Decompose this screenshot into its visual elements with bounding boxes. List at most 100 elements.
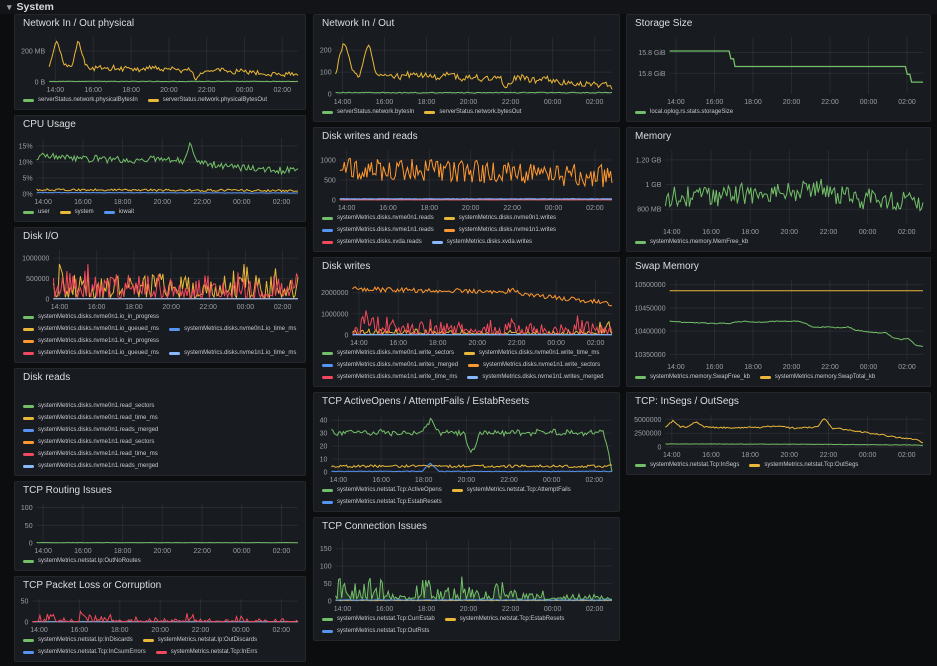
chart-network-in-out-physical[interactable]: 0 B 200 MB 14:00 16:00 18:00 20:00 22:00 00:00 0… — [15, 33, 305, 94]
legend-item[interactable]: systemMetrics.netstat.Ip:OutDiscards — [142, 634, 257, 646]
legend-item[interactable]: systemMetrics.disks.nvme1n1.reads — [322, 224, 434, 236]
svg-text:16:00: 16:00 — [390, 340, 408, 347]
legend-item[interactable]: systemMetrics.disks.nvme1n1.reads_merged — [23, 460, 158, 472]
legend-item[interactable]: systemMetrics.netstat.Tcp:CurrEstab — [322, 613, 435, 625]
legend-swap-memory: systemMetrics.memory.SwapFree_kb systemMe… — [627, 371, 930, 386]
legend-tcp-packet-loss: systemMetrics.netstat.Ip:InDiscards syste… — [15, 634, 305, 661]
legend-item[interactable]: user — [23, 206, 50, 218]
legend-item[interactable]: systemMetrics.disks.nvme0n1.io_time_ms — [169, 323, 296, 335]
legend-label: serverStatus.network.physicalBytesIn — [38, 97, 138, 103]
legend-item[interactable]: serverStatus.network.physicalBytesOut — [147, 94, 267, 106]
legend-item[interactable]: systemMetrics.disks.nvme0n1.writes — [443, 212, 556, 224]
chart-cpu-usage[interactable]: 0% 5% 10% 15% 14:00 16:00 18:00 20:00 22:00 00:00… — [15, 134, 305, 206]
legend-item[interactable]: systemMetrics.disks.nvme1n1.writes_merge… — [467, 371, 603, 383]
legend-item[interactable]: systemMetrics.netstat.Tcp:InCsumErrors — [23, 646, 146, 658]
legend-item[interactable]: systemMetrics.memory.SwapFree_kb — [635, 371, 750, 383]
legend-item[interactable]: systemMetrics.disks.nvme0n1.read_sectors — [23, 400, 154, 412]
series-swatch-icon — [23, 428, 34, 432]
panel-title-tcp-routing-issues[interactable]: TCP Routing Issues — [23, 485, 112, 496]
chart-tcp-connection-issues[interactable]: 0 50 100 150 14:00 16:00 18:00 20:00 22:00 00:00 0… — [314, 536, 619, 613]
legend-tcp-insegs-outsegs: systemMetrics.netstat.Tcp:InSegs systemMe… — [627, 459, 930, 474]
svg-text:0: 0 — [332, 198, 336, 205]
legend-item[interactable]: systemMetrics.disks.nvme1n1.io_in_progre… — [23, 335, 159, 347]
chart-tcp-routing-issues[interactable]: 0 50 100 14:00 16:00 18:00 20:00 22:00 00:00 02:0… — [15, 500, 305, 555]
legend-item[interactable]: systemMetrics.disks.nvme0n1.reads — [322, 212, 434, 224]
chart-tcp-packet-loss[interactable]: 0 50 14:00 16:00 18:00 20:00 22:00 00:00 02:00 — [15, 595, 305, 634]
svg-text:2000000: 2000000 — [321, 290, 348, 297]
legend-item[interactable]: systemMetrics.netstat.Tcp:AttemptFails — [451, 484, 571, 496]
svg-text:18:00: 18:00 — [744, 364, 762, 371]
panel-title-disk-writes-and-reads[interactable]: Disk writes and reads — [322, 131, 418, 142]
chart-swap-memory[interactable]: 10350000 10400000 10450000 10500000 14:00 16:… — [627, 276, 930, 371]
legend-item[interactable]: systemMetrics.disks.nvme0n1.writes_merge… — [322, 359, 458, 371]
svg-text:1000000: 1000000 — [321, 311, 348, 318]
legend-item[interactable]: systemMetrics.disks.nvme1n1.io_time_ms — [169, 347, 296, 359]
legend-item[interactable]: systemMetrics.memory.MemFree_kb — [635, 236, 748, 248]
legend-item[interactable]: systemMetrics.netstat.Tcp:InErrs — [155, 646, 257, 658]
legend-label: systemMetrics.memory.SwapTotal_kb — [774, 374, 876, 380]
legend-item[interactable]: systemMetrics.disks.nvme1n1.read_time_ms — [23, 448, 158, 460]
legend-item[interactable]: systemMetrics.disks.xvda.writes — [431, 236, 532, 248]
panel-title-memory[interactable]: Memory — [635, 131, 672, 142]
legend-label: systemMetrics.disks.nvme0n1.read_time_ms — [38, 415, 158, 421]
chart-disk-writes[interactable]: 0 1000000 2000000 14:00 16:00 18:00 20:00 22:00… — [314, 276, 619, 347]
legend-item[interactable]: system — [59, 206, 94, 218]
legend-item[interactable]: systemMetrics.disks.nvme0n1.io_in_progre… — [23, 311, 159, 323]
legend-item[interactable]: systemMetrics.netstat.Ip:OutNoRoutes — [23, 555, 141, 567]
legend-item[interactable]: systemMetrics.disks.nvme1n1.write_sector… — [468, 359, 600, 371]
legend-item[interactable]: serverStatus.network.physicalBytesIn — [23, 94, 138, 106]
legend-item[interactable]: systemMetrics.disks.nvme0n1.reads_merged — [23, 424, 158, 436]
panel-disk-writes: Disk writes 0 1000000 2000000 14:00 16:00 18:0… — [313, 257, 620, 387]
chart-network-in-out[interactable]: 0 100 200 14:00 16:00 18:00 20:00 22:00 00:00 02:… — [314, 33, 619, 106]
panel-title-tcp-connection-issues[interactable]: TCP Connection Issues — [322, 521, 427, 532]
legend-item[interactable]: serverStatus.network.bytesIn — [322, 106, 414, 118]
panel-title-tcp-insegs-outsegs[interactable]: TCP: InSegs / OutSegs — [635, 396, 739, 407]
legend-item[interactable]: systemMetrics.disks.nvme1n1.io_queued_ms — [23, 347, 159, 359]
panel-title-tcp-packet-loss[interactable]: TCP Packet Loss or Corruption — [23, 580, 162, 591]
svg-text:14:00: 14:00 — [34, 548, 52, 555]
panel-title-disk-writes[interactable]: Disk writes — [322, 261, 371, 272]
legend-item[interactable]: systemMetrics.netstat.Tcp:OutSegs — [749, 459, 858, 471]
chart-disk-io[interactable]: 0 500000 1000000 14:00 16:00 18:00 20:00 22:00 0… — [15, 246, 305, 311]
svg-text:0%: 0% — [22, 192, 32, 199]
chart-disk-writes-and-reads[interactable]: 0 500 1000 14:00 16:00 18:00 20:00 22:00 00:00 02… — [314, 146, 619, 212]
legend-item[interactable]: systemMetrics.netstat.Tcp:ActiveOpens — [322, 484, 442, 496]
legend-item[interactable]: systemMetrics.disks.nvme0n1.io_queued_ms — [23, 323, 159, 335]
legend-item[interactable]: systemMetrics.netstat.Ip:InDiscards — [23, 634, 133, 646]
legend-item[interactable]: systemMetrics.memory.SwapTotal_kb — [759, 371, 876, 383]
legend-item[interactable]: systemMetrics.disks.nvme0n1.write_time_m… — [464, 347, 599, 359]
legend-item[interactable]: systemMetrics.disks.nvme1n1.writes — [443, 224, 556, 236]
legend-item[interactable]: local.oplog.rs.stats.storageSize — [635, 106, 733, 118]
chart-disk-reads[interactable] — [15, 387, 305, 400]
panel-title-network-in-out[interactable]: Network In / Out — [322, 18, 395, 29]
legend-item[interactable]: systemMetrics.disks.nvme1n1.write_time_m… — [322, 371, 457, 383]
legend-item[interactable]: systemMetrics.disks.nvme1n1.read_sectors — [23, 436, 154, 448]
legend-item[interactable]: systemMetrics.disks.nvme0n1.write_sector… — [322, 347, 454, 359]
legend-item[interactable]: systemMetrics.netstat.Tcp:OutRsts — [322, 625, 429, 637]
legend-item[interactable]: systemMetrics.disks.xvda.reads — [322, 236, 422, 248]
legend-item[interactable]: systemMetrics.disks.nvme0n1.read_time_ms — [23, 412, 158, 424]
chart-svg: 0 500000 1000000 14:00 16:00 18:00 20:00 22:00 0… — [22, 250, 299, 311]
series-swatch-icon — [635, 110, 646, 114]
chart-tcp-activeopens[interactable]: 0 10 20 30 40 14:00 16:00 18:00 20:00 22:00 00:00 0… — [314, 411, 619, 484]
chart-tcp-insegs-outsegs[interactable]: 0 2500000 5000000 14:00 16:00 18:00 20:00 22:00… — [627, 411, 930, 459]
legend-item[interactable]: systemMetrics.netstat.Tcp:EstabResets — [322, 496, 442, 508]
panel-title-swap-memory[interactable]: Swap Memory — [635, 261, 699, 272]
panel-title-storage-size[interactable]: Storage Size — [635, 18, 693, 29]
panel-title-disk-io[interactable]: Disk I/O — [23, 231, 59, 242]
panel-title-tcp-activeopens[interactable]: TCP ActiveOpens / AttemptFails / EstabRe… — [322, 396, 530, 407]
legend-disk-writes: systemMetrics.disks.nvme0n1.write_sector… — [314, 347, 619, 386]
legend-item[interactable]: iowait — [103, 206, 134, 218]
legend-item[interactable]: systemMetrics.netstat.Tcp:InSegs — [635, 459, 739, 471]
svg-text:02:00: 02:00 — [586, 477, 604, 484]
series-swatch-icon — [23, 440, 34, 444]
dashboard-row-system[interactable]: ▾ System — [0, 0, 937, 14]
panel-title-network-in-out-physical[interactable]: Network In / Out physical — [23, 18, 135, 29]
chart-memory[interactable]: 800 MB 1 GB 1.20 GB 14:00 16:00 18:00 20:00 22:… — [627, 146, 930, 236]
legend-item[interactable]: systemMetrics.netstat.Tcp:EstabResets — [444, 613, 564, 625]
panel-disk-io: Disk I/O 0 500000 1000000 14:00 16:00 18:00 20:… — [14, 227, 306, 363]
panel-title-disk-reads[interactable]: Disk reads — [23, 372, 71, 383]
chart-storage-size[interactable]: 15.8 GiB 15.8 GiB 14:00 16:00 18:00 20:00 22:0… — [627, 33, 930, 106]
legend-item[interactable]: serverStatus.network.bytesOut — [424, 106, 521, 118]
panel-title-cpu-usage[interactable]: CPU Usage — [23, 119, 76, 130]
